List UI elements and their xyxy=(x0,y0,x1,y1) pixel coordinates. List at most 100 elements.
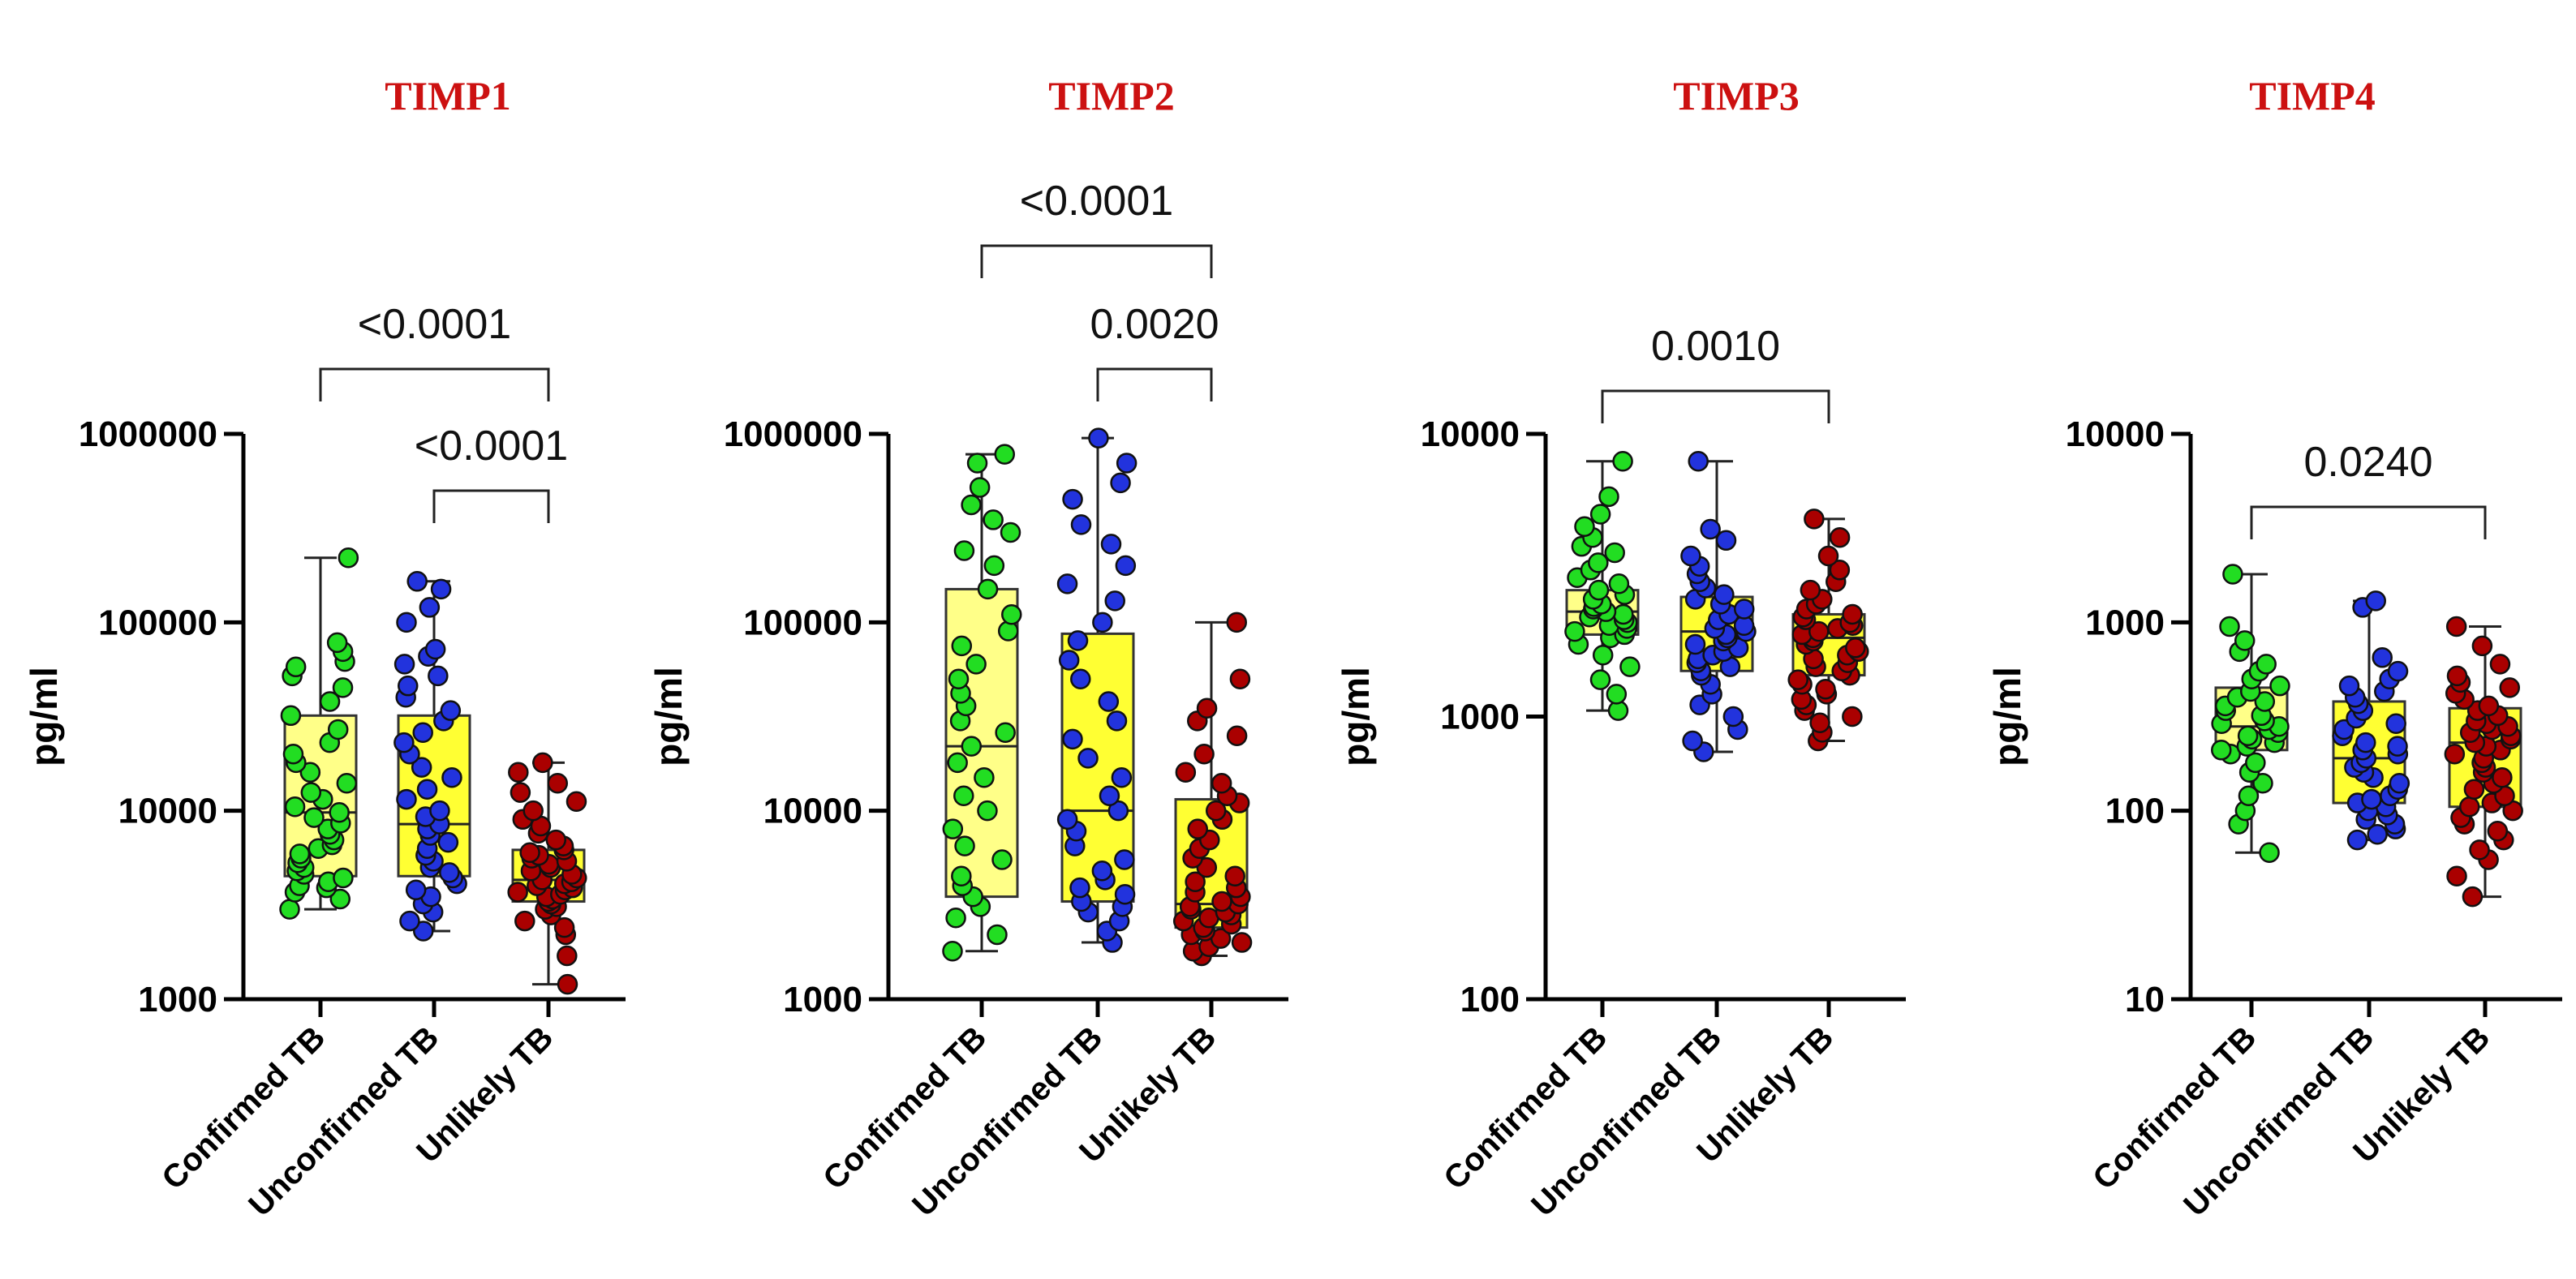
data-point xyxy=(1088,427,1109,449)
y-tick-label: 10 xyxy=(2125,980,2165,1019)
data-point xyxy=(2252,772,2273,794)
data-point xyxy=(1187,818,1208,839)
data-point xyxy=(1226,725,1248,746)
data-point xyxy=(1809,712,1830,734)
data-point xyxy=(1700,518,1721,540)
data-point xyxy=(338,547,359,569)
data-point xyxy=(2492,767,2513,788)
panel-title: TIMP4 xyxy=(2249,73,2376,118)
significance-bracket xyxy=(319,367,550,401)
y-tick-label: 100 xyxy=(2105,792,2165,831)
y-tick-label: 10000 xyxy=(1421,414,1520,454)
panel-title: TIMP2 xyxy=(1048,73,1175,118)
data-point xyxy=(1196,697,1218,719)
data-point xyxy=(2355,732,2376,753)
data-point xyxy=(1842,603,1863,625)
data-point xyxy=(1829,526,1851,548)
data-point xyxy=(1815,678,1836,700)
data-point xyxy=(1714,584,1735,605)
data-point xyxy=(396,612,417,633)
data-point xyxy=(2256,654,2277,675)
data-point xyxy=(282,743,304,765)
data-point xyxy=(1104,590,1125,612)
data-point xyxy=(1196,856,1218,878)
data-point xyxy=(1099,785,1120,807)
data-point xyxy=(1682,730,1703,752)
data-point xyxy=(2346,829,2368,851)
data-point xyxy=(280,705,302,727)
data-point xyxy=(1070,668,1091,690)
data-point xyxy=(547,772,569,794)
data-point xyxy=(1205,800,1227,822)
y-tick-label: 1000000 xyxy=(79,414,217,454)
data-point xyxy=(945,908,966,929)
data-point xyxy=(1589,669,1611,690)
data-point xyxy=(965,654,987,675)
data-point xyxy=(508,762,529,783)
data-point xyxy=(983,555,1005,577)
data-point xyxy=(1114,884,1136,905)
data-point xyxy=(326,632,348,654)
data-point xyxy=(2445,616,2467,637)
data-point xyxy=(1564,620,1585,642)
data-point xyxy=(545,829,567,851)
data-point xyxy=(514,910,535,932)
data-point xyxy=(1211,772,1232,794)
y-tick-label: 1000 xyxy=(783,980,862,1019)
data-point xyxy=(510,782,531,803)
data-point xyxy=(329,888,351,910)
data-point xyxy=(997,620,1019,642)
data-point xyxy=(2269,675,2290,697)
data-point xyxy=(519,842,540,863)
data-point xyxy=(1115,555,1137,577)
data-point xyxy=(412,921,434,942)
data-point xyxy=(430,578,452,600)
p-value-label: <0.0001 xyxy=(1020,178,1173,225)
data-point xyxy=(951,635,973,657)
data-point xyxy=(2259,842,2280,863)
data-point xyxy=(1619,656,1641,677)
p-value-label: 0.0020 xyxy=(1090,301,1219,348)
data-point xyxy=(1608,573,1630,594)
data-point xyxy=(1722,706,1744,727)
data-point xyxy=(437,831,459,853)
y-axis-label: pg/ml xyxy=(1335,667,1377,766)
data-point xyxy=(428,665,449,687)
data-point xyxy=(2245,752,2266,774)
data-point xyxy=(2446,865,2467,886)
significance-bracket xyxy=(2250,505,2487,539)
data-point xyxy=(1574,516,1595,538)
data-point xyxy=(2446,665,2468,687)
data-point xyxy=(439,862,460,883)
data-point xyxy=(961,736,983,757)
data-point xyxy=(1069,877,1090,899)
data-point xyxy=(1715,530,1737,552)
data-point xyxy=(1592,644,1614,666)
data-point xyxy=(2489,654,2511,675)
data-point xyxy=(333,867,354,889)
significance-bracket xyxy=(1096,367,1213,401)
data-point xyxy=(983,509,1004,530)
data-point xyxy=(1070,514,1092,535)
data-point xyxy=(1062,728,1083,750)
y-axis-label: pg/ml xyxy=(1986,667,2028,766)
data-point xyxy=(2385,713,2406,734)
data-point xyxy=(300,782,322,803)
data-point xyxy=(2338,675,2360,697)
data-point xyxy=(1612,451,1633,472)
significance-bracket xyxy=(432,489,550,523)
data-point xyxy=(557,945,578,967)
data-point xyxy=(961,494,982,516)
data-point xyxy=(1067,630,1089,651)
data-point xyxy=(2471,635,2493,657)
data-point xyxy=(1787,669,1808,690)
data-point xyxy=(329,801,350,823)
data-point xyxy=(991,849,1013,870)
data-point xyxy=(412,722,433,744)
data-point xyxy=(396,788,417,810)
data-point xyxy=(1733,599,1755,620)
data-point xyxy=(977,578,999,600)
data-point xyxy=(1606,684,1628,705)
data-point xyxy=(969,477,991,498)
